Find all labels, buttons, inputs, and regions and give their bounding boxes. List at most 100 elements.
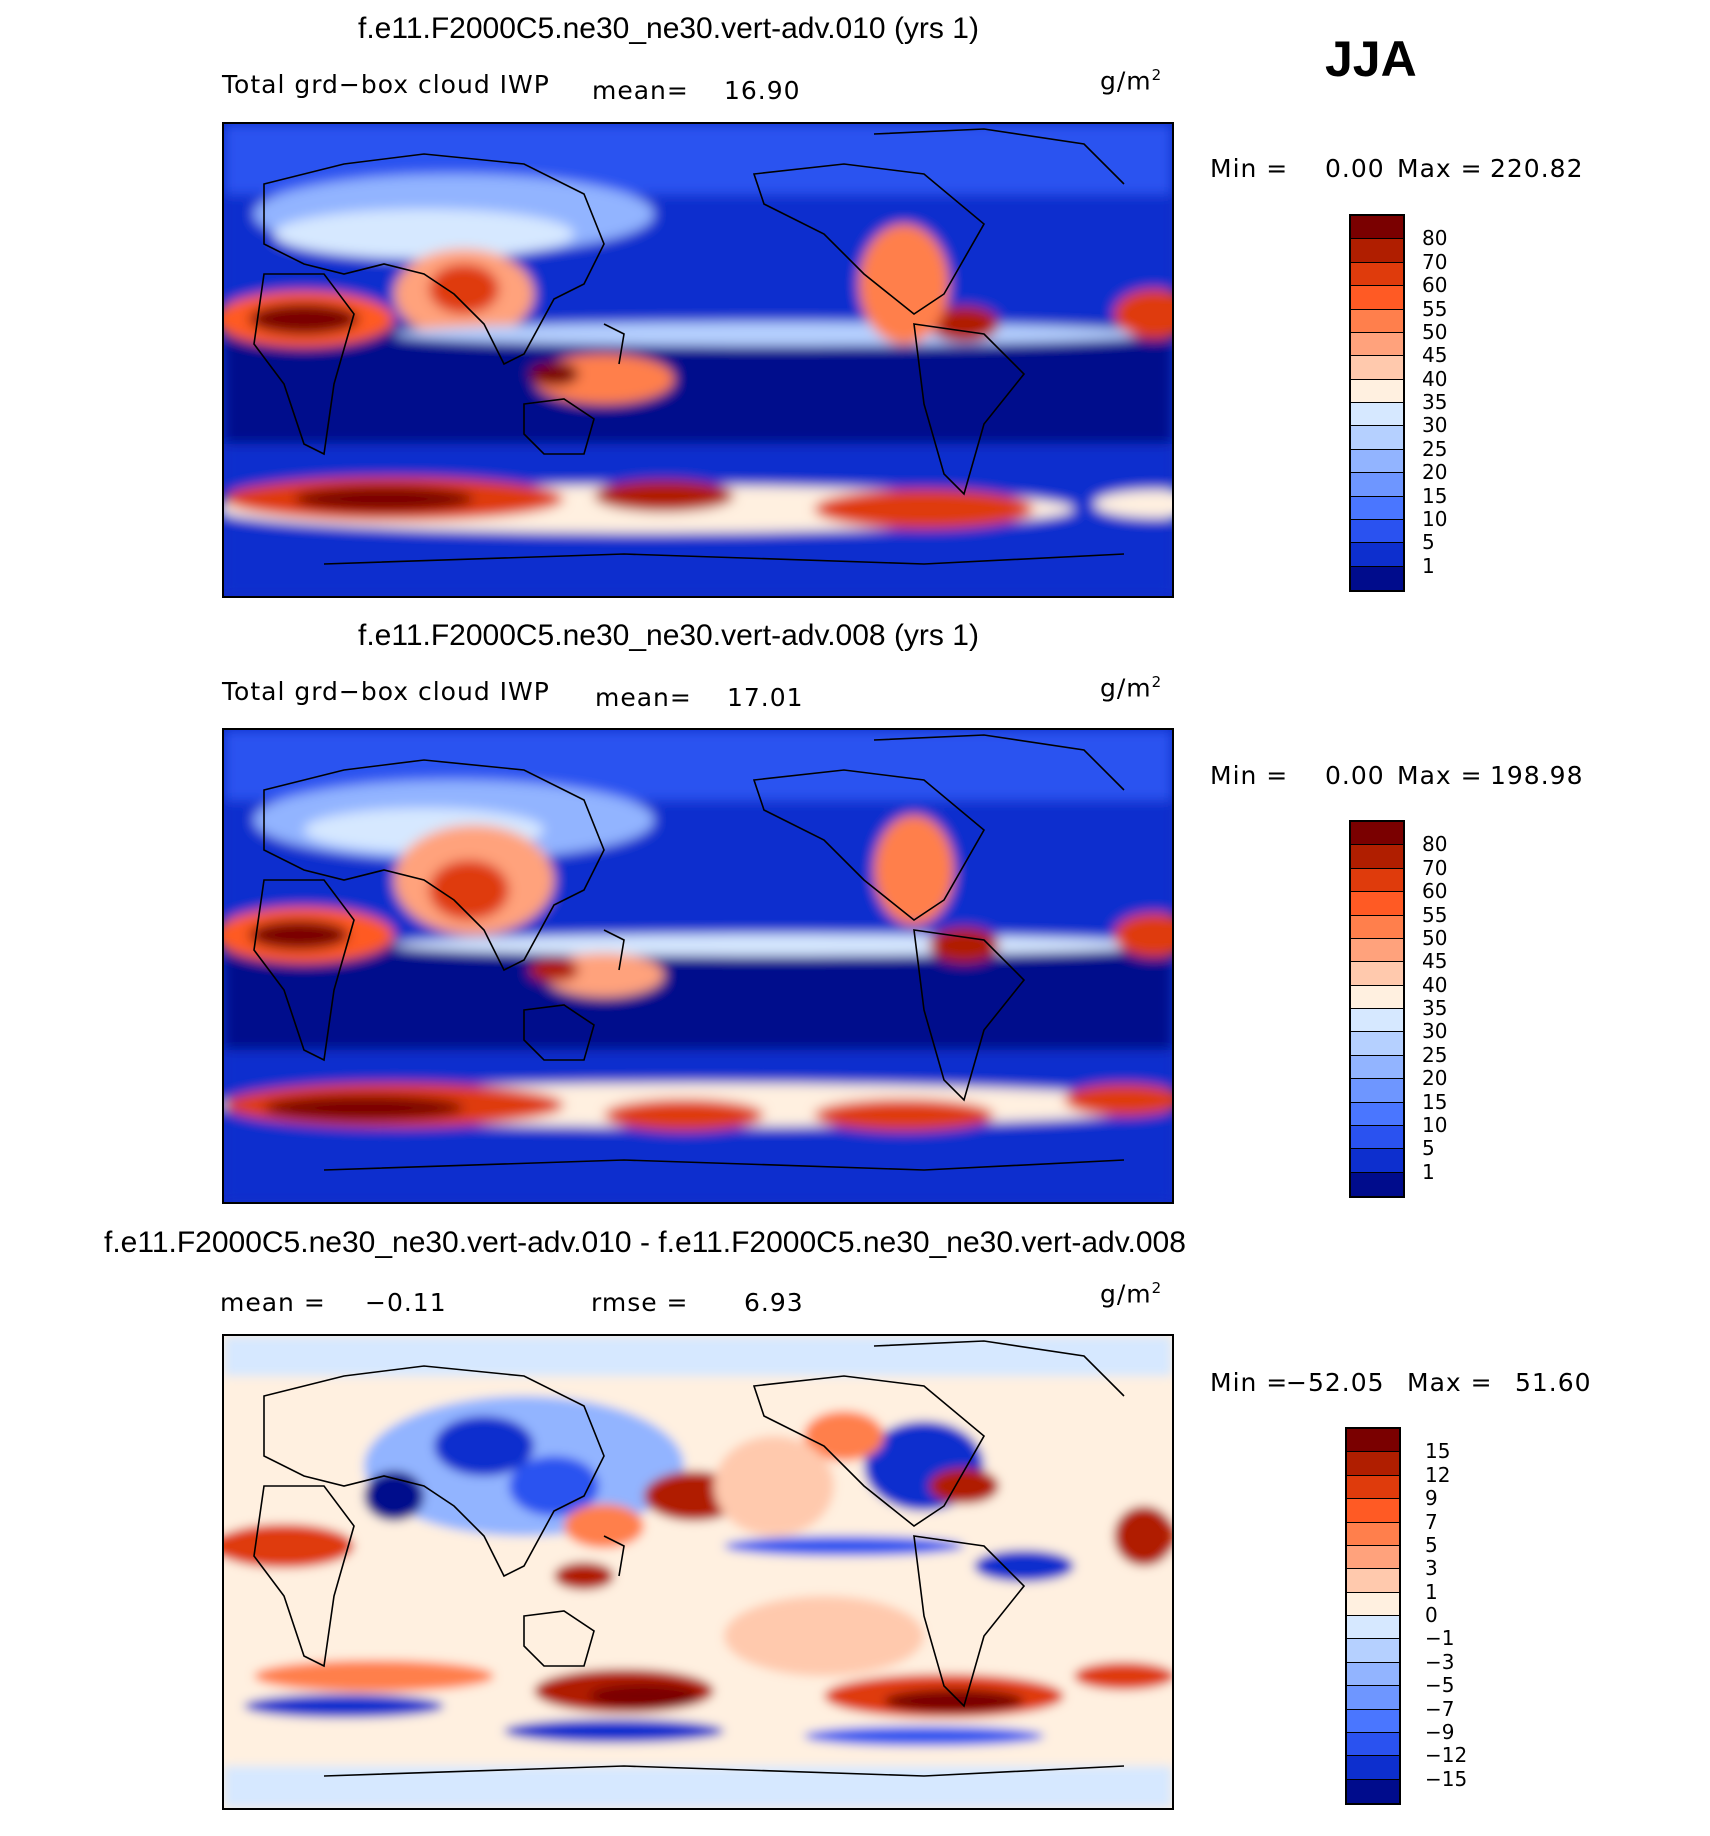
- panel3-map: [222, 1334, 1174, 1810]
- colorbar-swatch: [1351, 566, 1403, 590]
- colorbar-tick-label: 7: [1425, 1509, 1438, 1534]
- colorbar-swatch: [1347, 1569, 1399, 1593]
- colorbar-tick-label: 0: [1425, 1603, 1438, 1627]
- panel1-units: g/m2: [1100, 66, 1163, 96]
- colorbar-swatch: [1347, 1662, 1399, 1687]
- colorbar-swatch: [1351, 892, 1403, 916]
- colorbar-swatch: [1351, 1009, 1403, 1033]
- colorbar-swatch: [1351, 519, 1403, 544]
- panel1-max-label: Max =: [1397, 154, 1483, 183]
- panel1-mean-value: 16.90: [724, 76, 801, 105]
- colorbar-swatch: [1351, 985, 1403, 1009]
- panel2-title: f.e11.F2000C5.ne30_ne30.vert-adv.008 (yr…: [358, 619, 979, 652]
- panel1-coastlines: [253, 128, 1125, 565]
- colorbar-tick-label: 15: [1422, 1089, 1448, 1114]
- colorbar-tick-label: −7: [1425, 1696, 1455, 1721]
- colorbar-tick-label: 30: [1422, 413, 1448, 438]
- colorbar-tick-label: 20: [1422, 460, 1448, 485]
- panel3-min-value: −52.05: [1286, 1368, 1385, 1397]
- colorbar-swatch: [1347, 1686, 1399, 1710]
- panel2-variable: Total grd−box cloud IWP: [222, 677, 550, 706]
- panel1-max-value: 220.82: [1490, 154, 1584, 183]
- colorbar-swatch: [1351, 1079, 1403, 1103]
- colorbar-swatch: [1351, 216, 1403, 240]
- panel1-map: [222, 122, 1174, 598]
- colorbar-swatch: [1347, 1592, 1399, 1616]
- colorbar-swatch: [1351, 239, 1403, 263]
- colorbar-tick-label: 60: [1422, 879, 1448, 904]
- colorbar-tick-label: 40: [1422, 972, 1448, 997]
- colorbar-tick-label: 1: [1422, 1159, 1435, 1184]
- colorbar-swatch: [1351, 543, 1403, 567]
- colorbar-tick-label: −9: [1425, 1719, 1455, 1744]
- colorbar-tick-label: 50: [1422, 925, 1448, 950]
- colorbar-tick-label: 5: [1422, 1136, 1435, 1161]
- panel3-coastlines: [253, 1340, 1125, 1777]
- panel1-title: f.e11.F2000C5.ne30_ne30.vert-adv.010 (yr…: [358, 12, 979, 45]
- colorbar-tick-label: 5: [1422, 530, 1435, 555]
- colorbar-swatch: [1351, 915, 1403, 939]
- colorbar-tick-label: 25: [1422, 1042, 1448, 1067]
- panel2-max-value: 198.98: [1490, 761, 1584, 790]
- colorbar-tick-label: 30: [1422, 1019, 1448, 1044]
- colorbar-tick-label: 60: [1422, 273, 1448, 298]
- colorbar-swatch: [1351, 473, 1403, 497]
- panel3-title: f.e11.F2000C5.ne30_ne30.vert-adv.010 - f…: [104, 1226, 1186, 1259]
- colorbar-swatch: [1347, 1475, 1399, 1500]
- colorbar-swatch: [1347, 1616, 1399, 1640]
- panel3-mean-label: mean =: [220, 1288, 326, 1317]
- colorbar-swatch: [1351, 962, 1403, 986]
- colorbar-swatch: [1347, 1639, 1399, 1663]
- colorbar-swatch: [1351, 868, 1403, 893]
- colorbar-tick-label: 5: [1425, 1532, 1438, 1557]
- colorbar-swatch: [1351, 1055, 1403, 1080]
- colorbar-swatch: [1351, 496, 1403, 520]
- colorbar-swatch: [1351, 379, 1403, 403]
- colorbar-tick-label: 80: [1422, 832, 1448, 857]
- panel2-coastlines: [253, 734, 1125, 1171]
- colorbar-swatch: [1347, 1545, 1399, 1570]
- colorbar-swatch: [1351, 1032, 1403, 1056]
- colorbar-tick-label: 80: [1422, 226, 1448, 251]
- colorbar-tick-label: −3: [1425, 1649, 1455, 1674]
- colorbar-tick-label: 70: [1422, 855, 1448, 880]
- panel3-units: g/m2: [1100, 1279, 1163, 1309]
- panel1-min-label: Min =: [1210, 154, 1289, 183]
- colorbar-tick-label: 45: [1422, 343, 1448, 368]
- colorbar-swatch: [1351, 1149, 1403, 1173]
- colorbar-tick-label: 15: [1425, 1439, 1451, 1464]
- colorbar-tick-label: 9: [1425, 1486, 1438, 1511]
- panel3-rmse-value: 6.93: [744, 1288, 804, 1317]
- colorbar-tick-label: 55: [1422, 296, 1448, 321]
- panel3-map-field: [224, 1336, 1172, 1808]
- colorbar-swatch: [1347, 1756, 1399, 1780]
- panel2-map: [222, 728, 1174, 1204]
- colorbar-tick-label: 1: [1422, 553, 1435, 578]
- panel2-max-label: Max =: [1397, 761, 1483, 790]
- colorbar-tick-label: −15: [1425, 1766, 1468, 1791]
- colorbar-tick-label: −12: [1425, 1743, 1468, 1768]
- colorbar-swatch: [1351, 449, 1403, 474]
- colorbar-tick-label: 45: [1422, 949, 1448, 974]
- colorbar-swatch: [1347, 1499, 1399, 1523]
- colorbar-swatch: [1351, 1172, 1403, 1196]
- panel3-mean-value: −0.11: [365, 1288, 447, 1317]
- colorbar-tick-label: 40: [1422, 366, 1448, 391]
- colorbar-tick-label: −5: [1425, 1673, 1455, 1698]
- colorbar-swatch: [1351, 845, 1403, 869]
- panel2-min-value: 0.00: [1325, 761, 1385, 790]
- panel3-rmse-label: rmse =: [591, 1288, 689, 1317]
- colorbar-swatch: [1347, 1709, 1399, 1733]
- colorbar-tick-label: 35: [1422, 390, 1448, 414]
- colorbar-swatch: [1351, 426, 1403, 450]
- colorbar-tick-label: 10: [1422, 506, 1448, 531]
- colorbar-tick-label: 1: [1425, 1579, 1438, 1604]
- colorbar-swatch: [1351, 1102, 1403, 1126]
- colorbar-swatch: [1347, 1452, 1399, 1476]
- panel3-max-label: Max =: [1407, 1368, 1493, 1397]
- colorbar-swatch: [1351, 403, 1403, 427]
- colorbar-swatch: [1351, 309, 1403, 333]
- colorbar-swatch: [1351, 356, 1403, 380]
- colorbar-tick-label: 12: [1425, 1462, 1451, 1487]
- colorbar-tick-label: 35: [1422, 996, 1448, 1020]
